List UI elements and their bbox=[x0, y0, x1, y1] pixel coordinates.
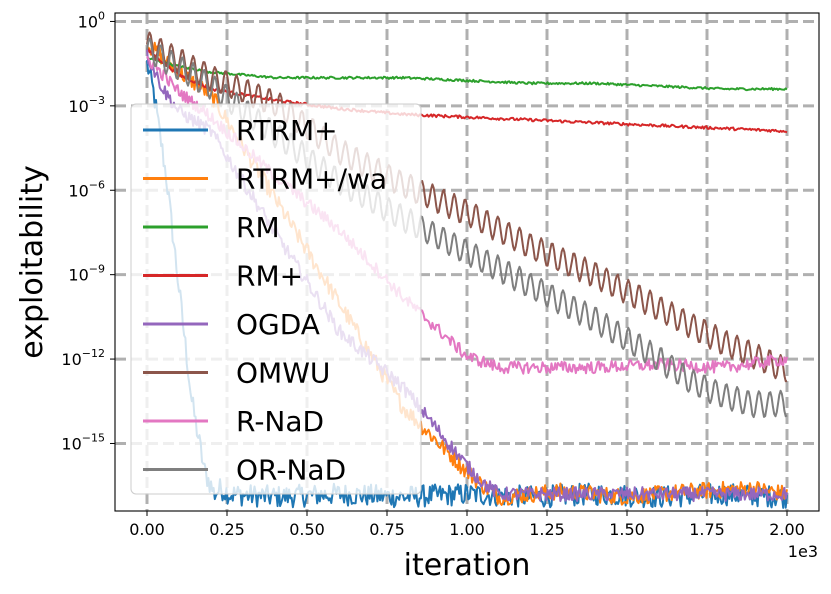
legend-label: R-NaD bbox=[236, 405, 324, 438]
x-tick-label: 0.25 bbox=[209, 520, 245, 539]
y-tick-label: 10−9 bbox=[68, 263, 105, 285]
y-tick-label: 10−15 bbox=[61, 431, 105, 453]
x-tick-label: 0.75 bbox=[369, 520, 405, 539]
legend-label: OR-NaD bbox=[236, 454, 346, 487]
series-line-rm- bbox=[146, 48, 788, 134]
x-axis-label: iteration bbox=[404, 548, 531, 583]
y-axis-label: exploitability bbox=[15, 165, 50, 358]
x-axis-ticks: 0.00 0.25 0.50 0.75 1.00 1.25 1.50 1.75 2.00 bbox=[129, 511, 805, 539]
x-axis-offset-label: 1e3 bbox=[788, 542, 818, 561]
y-tick-label: 10−12 bbox=[61, 347, 105, 369]
x-tick-label: 0.00 bbox=[129, 520, 165, 539]
x-tick-label: 1.00 bbox=[449, 520, 485, 539]
legend: RTRM+ RTRM+/wa RM RM+ OGDA OMWU R-NaD OR-NaD bbox=[130, 103, 422, 495]
legend-box bbox=[130, 103, 422, 495]
series-line-rm bbox=[146, 56, 788, 92]
x-tick-label: 0.50 bbox=[289, 520, 325, 539]
y-tick-label: 100 bbox=[78, 9, 105, 31]
legend-label: OGDA bbox=[236, 308, 320, 341]
x-tick-label: 1.75 bbox=[689, 520, 725, 539]
y-axis-ticks: 100 10−3 10−6 10−9 10−12 10−15 bbox=[61, 9, 115, 453]
x-tick-label: 1.50 bbox=[609, 520, 645, 539]
legend-label: RTRM+/wa bbox=[236, 163, 387, 196]
legend-label: RTRM+ bbox=[236, 114, 338, 147]
y-tick-label: 10−3 bbox=[68, 94, 105, 116]
legend-label: RM+ bbox=[236, 260, 303, 293]
y-tick-label: 10−6 bbox=[68, 178, 105, 200]
x-tick-label: 2.00 bbox=[769, 520, 805, 539]
x-tick-label: 1.25 bbox=[529, 520, 565, 539]
legend-label: OMWU bbox=[236, 357, 330, 390]
legend-label: RM bbox=[236, 211, 280, 244]
